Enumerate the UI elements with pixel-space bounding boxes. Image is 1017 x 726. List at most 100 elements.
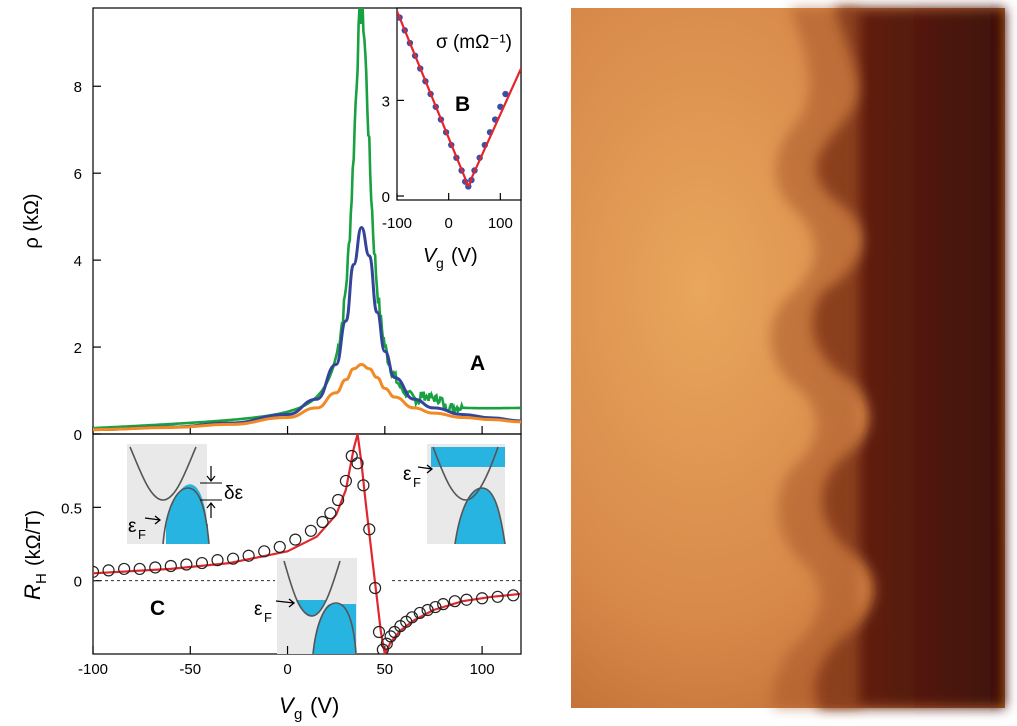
panel-c-xtick-label: 0 <box>283 661 291 678</box>
panel-b-fit-line <box>397 10 521 187</box>
panel-c-data-point <box>363 523 376 536</box>
panel-c-data-point <box>258 545 271 558</box>
panel-c-inset-fermi-arrow <box>275 598 296 608</box>
panel-c-inset-band-curve <box>162 487 210 545</box>
panel-c-data-point <box>437 598 450 611</box>
panel-c-ylabel-r: R <box>20 584 45 600</box>
panel-c-data-point <box>368 581 382 595</box>
panel-b-xtick-label: 0 <box>444 215 452 232</box>
panel-a-y-ticks: 0 2 4 6 8 <box>74 79 101 444</box>
panel-a-ytick-label: 8 <box>74 79 82 96</box>
panel-c-insets: δεε Fε Fε F <box>127 444 506 655</box>
panel-c-inset-band-fill <box>166 524 208 544</box>
photo-dark-region <box>812 8 1005 708</box>
panel-c-xlabel-v: V <box>279 693 296 718</box>
panel-b-label: B <box>455 93 470 116</box>
photo-mid-band <box>770 8 860 708</box>
panel-c-inset-fermi-sub: F <box>413 475 421 490</box>
panel-c-inset-band-fill <box>431 447 505 467</box>
panel-c-data-point <box>429 600 442 614</box>
panel-c-data-point <box>102 564 115 577</box>
panel-c-data-point <box>316 515 329 529</box>
panel-b: -100 0 100 0 3 σ (mΩ⁻¹) B V g (V) <box>382 7 522 271</box>
panel-c-inset-band-curve <box>454 487 506 545</box>
panel-c-inset-band-curve <box>312 602 357 655</box>
panel-c-data-point <box>507 589 520 602</box>
panel-c-xtick-label: 100 <box>470 661 495 678</box>
panel-b-series <box>397 10 521 190</box>
panel-c-inset: δε ε F <box>127 444 244 545</box>
panel-c-ylabel-sub: H <box>33 573 50 584</box>
panel-c-data-point <box>289 533 302 546</box>
panel-b-xlabel-sub: g <box>436 255 444 271</box>
panel-b-xlabel-unit: (V) <box>451 245 478 267</box>
panel-b-ytick-label: 3 <box>382 93 390 110</box>
panel-a: 0 2 4 6 8 ρ (kΩ) A <box>21 7 522 444</box>
panel-c-fit-line <box>93 434 521 654</box>
panel-c-data-point <box>345 449 358 463</box>
panel-c-inset-fermi-sub: F <box>138 527 146 542</box>
panel-c-data-point <box>413 606 426 620</box>
panel-c-inset-fermi-sub: F <box>264 610 272 625</box>
panel-b-xtick-label: -100 <box>382 215 412 232</box>
panel-c-data-point <box>180 558 193 571</box>
panel-b-xlabel-v: V <box>423 245 438 267</box>
panel-b-data-point <box>502 90 509 98</box>
panel-c-data-point <box>448 595 461 608</box>
panel-c-inset-fermi-label: ε <box>403 464 412 485</box>
panel-c-inset-fermi-arrow <box>144 515 162 525</box>
panel-c-inset-delta-label: δε <box>224 483 244 504</box>
panel-c-data-point <box>211 554 224 567</box>
panel-c-inset-fermi-arrow <box>417 464 434 474</box>
panel-a-series <box>93 8 521 432</box>
panel-a-ytick-label: 2 <box>74 340 82 357</box>
panel-c-inset-fermi-label: ε <box>254 599 263 620</box>
panel-c-inset-band-fill <box>313 604 356 654</box>
panel-c-data-point <box>164 559 177 573</box>
panel-c-data-point <box>372 625 386 639</box>
panel-c-inset-band-curve <box>283 560 341 617</box>
panel-c-ytick-label: 0 <box>74 574 82 591</box>
panel-c-data-point <box>324 507 337 520</box>
panel-c-data-point <box>475 592 489 605</box>
panel-c-series <box>93 434 521 654</box>
panel-a-ytick-label: 0 <box>74 427 82 444</box>
panel-c-xlabel-unit: (V) <box>310 693 339 718</box>
panel-c-inset-band-curve <box>129 446 197 501</box>
panel-c-inset-band-fill <box>455 488 505 544</box>
panel-a-series-1 <box>93 226 521 432</box>
panel-c-data-point <box>351 457 364 470</box>
panel-c-inset-band-curve <box>432 446 499 501</box>
panel-c-data-point <box>332 493 345 507</box>
panel-c-inset-fermi-label: ε <box>128 516 137 537</box>
panel-a-series-2 <box>93 362 521 432</box>
panel-c-ytick-label: 0.5 <box>61 500 82 517</box>
panel-c-data-point <box>226 552 240 565</box>
panel-c-data-point <box>118 562 131 576</box>
panel-c-data-point <box>133 562 146 576</box>
panel-a-ytick-label: 4 <box>74 253 82 270</box>
panel-c-data-point <box>93 565 100 578</box>
panel-c-data-point <box>149 561 162 574</box>
panel-c-xtick-label: -100 <box>78 661 108 678</box>
panel-b-title: σ (mΩ⁻¹) <box>436 32 512 53</box>
panel-c-xlabel-sub: g <box>294 706 302 723</box>
panel-c-data-point <box>421 603 434 617</box>
panel-c-data-point <box>491 590 504 603</box>
panel-a-label: A <box>470 352 485 375</box>
panel-c-label: C <box>150 597 165 620</box>
panel-a-ylabel: ρ (kΩ) <box>21 193 43 248</box>
panel-c-data-point <box>380 637 393 650</box>
panel-c-data-point <box>384 630 397 643</box>
panel-c-ylabel-unit: (kΩ/T) <box>23 510 45 566</box>
panel-c-data-point <box>357 479 370 492</box>
panel-b-xtick-label: 100 <box>488 215 513 232</box>
panel-c-data-point <box>195 556 209 570</box>
panel-c-data-point <box>339 474 353 488</box>
photo-panel <box>571 8 1005 708</box>
panel-a-ytick-label: 6 <box>74 166 82 183</box>
